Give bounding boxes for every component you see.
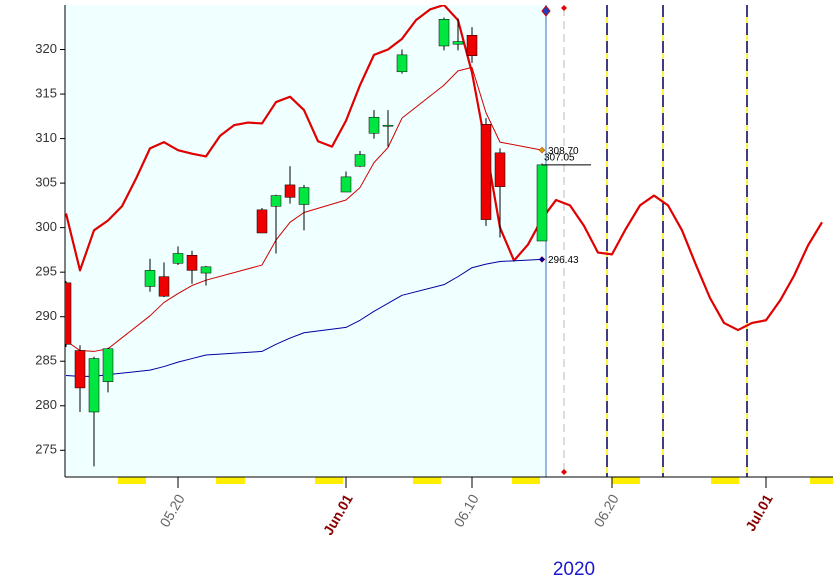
candle-body	[144, 270, 156, 287]
value-marker	[538, 256, 546, 263]
y-tick-label: 300	[35, 219, 57, 234]
candle-body	[480, 124, 492, 220]
candle-body	[158, 276, 170, 297]
candle-body	[172, 253, 184, 264]
weekend-markers	[118, 477, 833, 484]
candle-body	[536, 164, 548, 242]
y-tick-label: 305	[35, 175, 57, 190]
candle-body	[494, 152, 506, 187]
x-tick-label: 06.20	[590, 491, 621, 530]
y-tick-label: 290	[35, 308, 57, 323]
cursor-marker	[541, 5, 551, 17]
candle-body	[368, 116, 380, 134]
y-tick-label: 295	[35, 264, 57, 279]
y-tick-label: 280	[35, 397, 57, 412]
candle-body	[270, 195, 282, 207]
cycle-lines	[606, 5, 748, 477]
x-tick-label: Jun.01	[320, 491, 356, 538]
candle-body	[88, 358, 100, 413]
candle-body	[102, 348, 114, 382]
candle-body	[396, 54, 408, 73]
y-tick-label: 285	[35, 353, 57, 368]
value-label: 296.43	[548, 255, 579, 266]
plot-area	[65, 5, 823, 467]
candle-body	[340, 176, 352, 193]
y-tick-label: 275	[35, 442, 57, 457]
line-series	[65, 258, 543, 377]
candle-body	[256, 209, 268, 234]
x-axis-label: 2020	[553, 559, 595, 580]
candle-body	[452, 41, 464, 45]
y-tick-label: 310	[35, 130, 57, 145]
candle-body	[438, 18, 450, 47]
value-marker	[538, 146, 546, 154]
value-label: 308.70	[548, 146, 579, 157]
candle-body	[298, 187, 310, 205]
candle-body	[200, 266, 212, 274]
candle-body	[354, 154, 366, 167]
candle-body	[74, 350, 86, 389]
x-tick-label: 05.20	[156, 491, 187, 530]
x-tick-label: 06.10	[450, 491, 481, 530]
candle-body	[284, 184, 296, 198]
candle-body	[65, 282, 72, 345]
line-series	[65, 5, 823, 332]
candle-body	[466, 35, 478, 57]
candle-body	[186, 254, 198, 271]
value-label: 307.05	[544, 152, 575, 163]
cursor-marker	[561, 469, 567, 475]
x-tick-label: Jul.01	[742, 491, 776, 534]
candle-body	[382, 124, 394, 127]
y-tick-label: 315	[35, 85, 57, 100]
cursor-marker	[561, 5, 567, 11]
line-series	[65, 66, 543, 352]
history-shade	[65, 5, 546, 477]
y-tick-label: 320	[35, 41, 57, 56]
